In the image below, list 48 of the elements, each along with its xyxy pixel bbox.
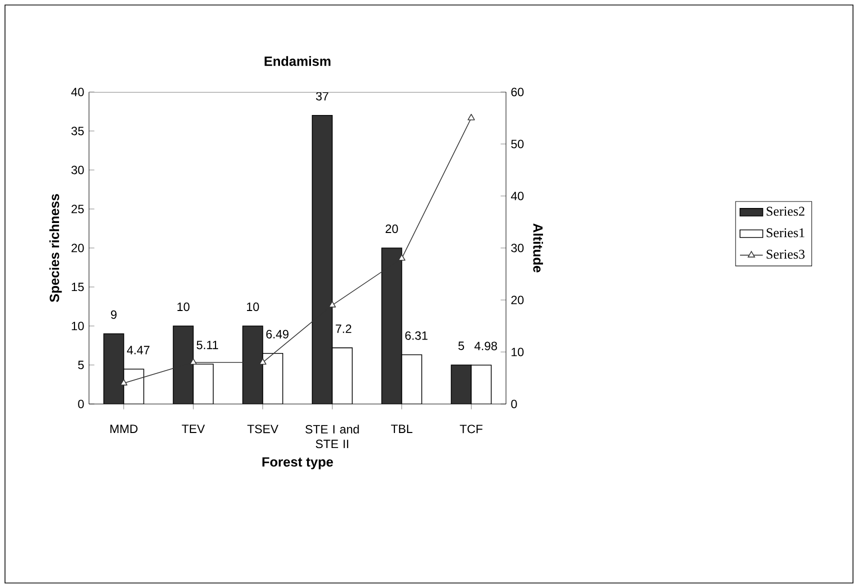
- data-label: 5.11: [196, 340, 218, 350]
- x-tick-label: TCF: [460, 424, 482, 434]
- y2-tick-label: 0: [511, 400, 517, 408]
- data-label: 10: [246, 302, 259, 312]
- point: [398, 254, 406, 261]
- y-tick-label: 40: [71, 88, 84, 96]
- data-label: 10: [178, 302, 190, 312]
- bar: [450, 364, 472, 404]
- data-label: 20: [386, 224, 398, 234]
- chart-title: Endamism: [264, 56, 330, 66]
- data-label: 6.49: [266, 330, 288, 338]
- y-tick-label: 10: [72, 322, 84, 330]
- y-tick-label: 20: [72, 244, 84, 252]
- y-tick-label: 15: [72, 282, 84, 292]
- legend-label: Series2: [766, 206, 804, 216]
- x-tick-label: STE I and STE II: [305, 424, 359, 448]
- data-label: 4.98: [474, 342, 498, 350]
- data-label: 5: [458, 342, 464, 350]
- data-label: 6.31: [405, 331, 428, 340]
- point: [190, 358, 197, 365]
- y-tick-label: 35: [71, 126, 84, 136]
- y2-axis-title: Altitude: [533, 224, 543, 272]
- y2-tick-label: 50: [511, 140, 524, 148]
- point: [328, 301, 336, 308]
- point: [259, 358, 266, 365]
- data-label: 9: [110, 310, 117, 319]
- legend-label: Series1: [766, 228, 804, 238]
- y2-tick-label: 60: [511, 88, 524, 96]
- x-tick-label: TSEV: [247, 424, 278, 434]
- x-tick-label: TEV: [182, 424, 205, 433]
- y2-tick-label: 20: [511, 296, 524, 304]
- y-tick-label: 30: [71, 166, 84, 174]
- bar: [103, 333, 124, 404]
- x-tick-label: MMD: [110, 424, 138, 433]
- data-label: 7.2: [336, 324, 352, 333]
- y2-tick-label: 40: [510, 192, 524, 200]
- data-label: 4.47: [126, 346, 150, 354]
- point: [468, 114, 475, 120]
- y-axis-title: Species richness: [49, 194, 62, 302]
- x-axis-title: Forest type: [262, 457, 333, 470]
- point: [120, 379, 128, 386]
- y2-tick-label: 30: [511, 244, 524, 252]
- y-tick-label: 5: [78, 360, 84, 370]
- y-tick-label: 0: [78, 400, 84, 408]
- legend-label: Series3: [766, 250, 805, 259]
- x-tick-label: TBL: [391, 424, 412, 433]
- y2-tick-label: 10: [512, 348, 524, 356]
- y-tick-label: 25: [72, 204, 84, 214]
